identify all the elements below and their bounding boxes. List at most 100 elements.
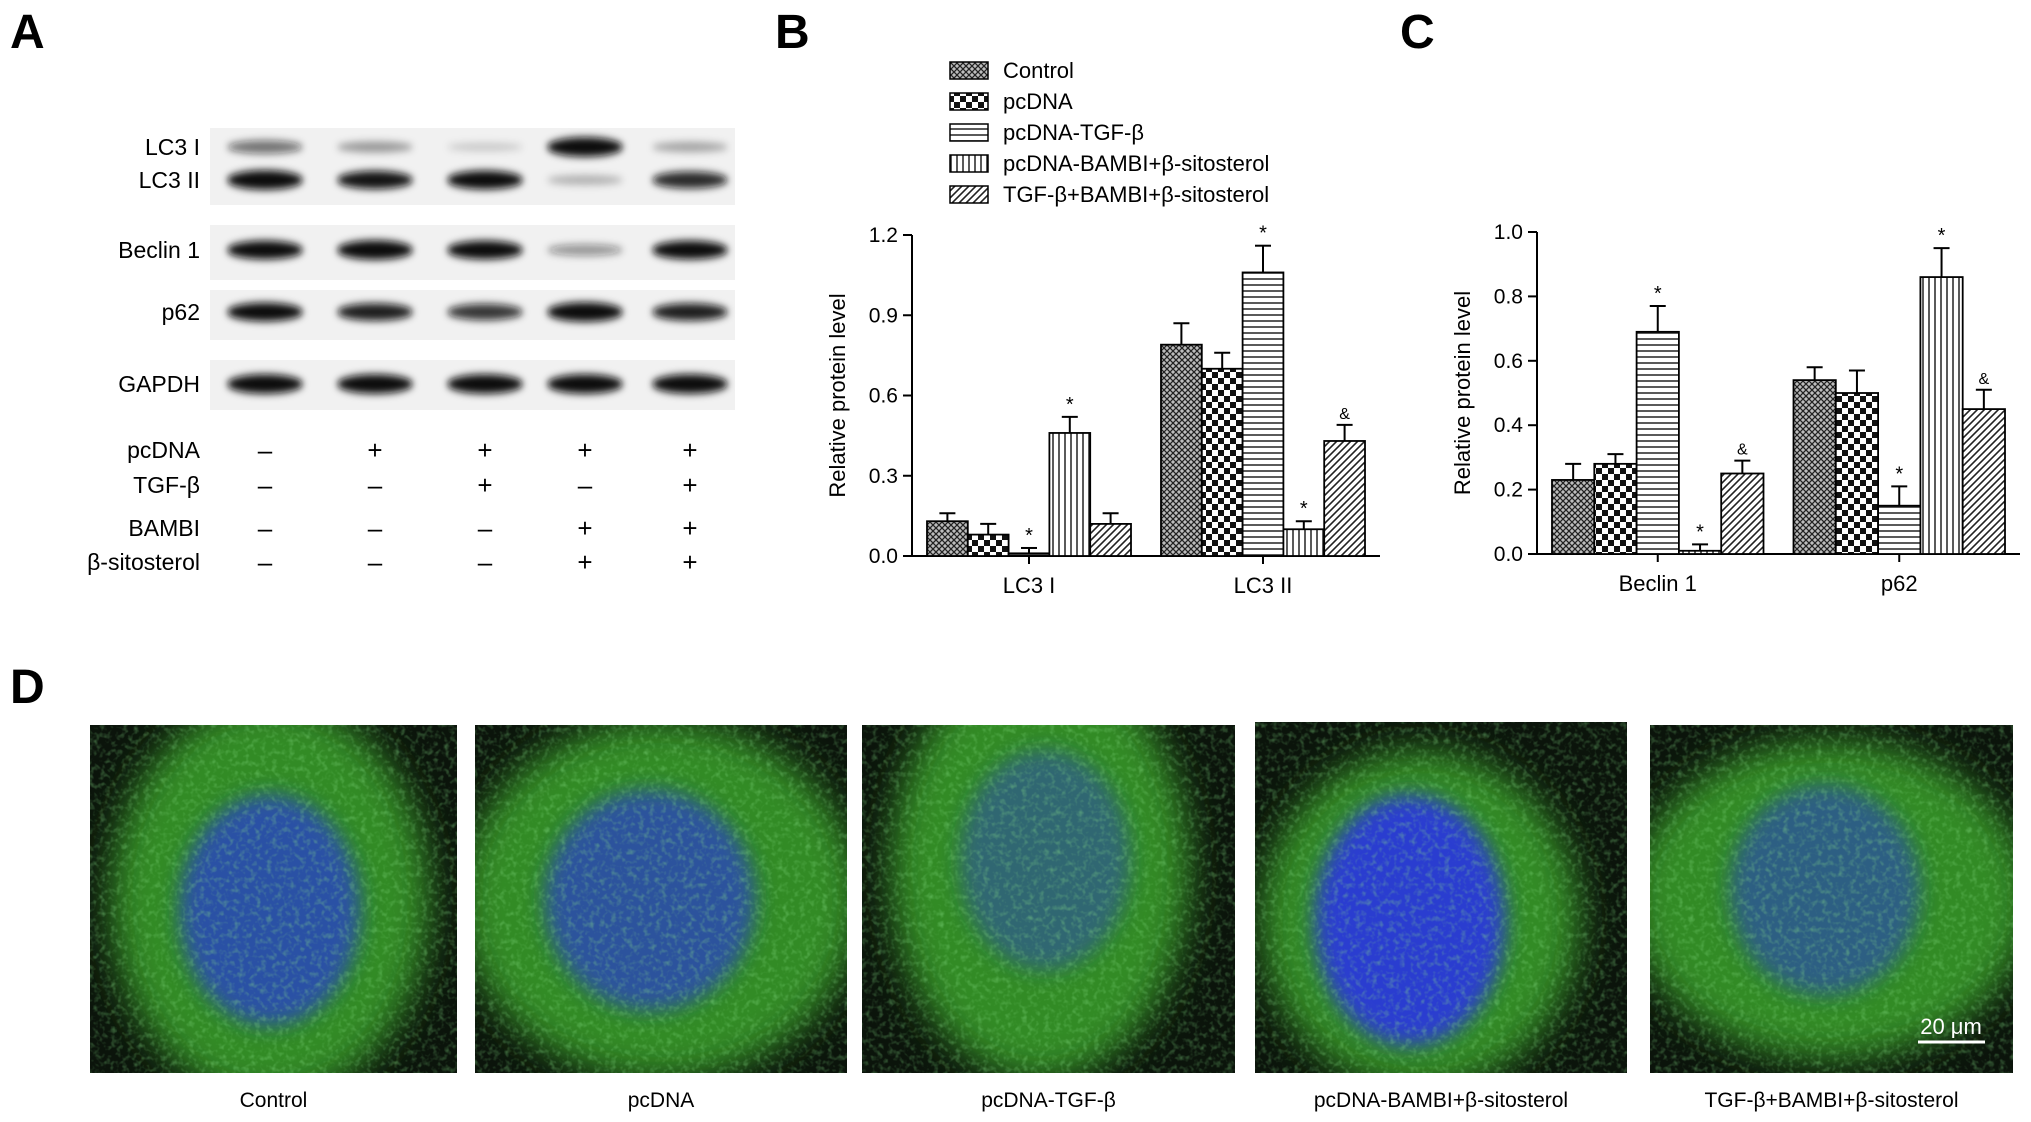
blot-band: [337, 240, 413, 260]
legend-label: TGF-β+BAMBI+β-sitosterol: [1003, 182, 1269, 207]
y-axis-label: Relative protein level: [1450, 291, 1475, 495]
condition-sign: +: [682, 513, 697, 543]
condition-sign: –: [578, 470, 593, 500]
significance-mark: &: [1979, 371, 1990, 388]
condition-sign: +: [367, 435, 382, 465]
bar: [1961, 408, 2006, 555]
condition-sign: +: [577, 435, 592, 465]
condition-sign: +: [682, 547, 697, 577]
micrograph: [862, 725, 1235, 1073]
significance-mark: *: [1654, 283, 1662, 305]
micrograph-row: Control pcDNA pcDNA-TGF-β pcDNA-BAMBI+β-sit…: [90, 722, 2013, 1112]
y-tick-label: 0.9: [869, 304, 898, 327]
speckle-texture: [475, 725, 847, 1073]
condition-sign: –: [258, 435, 273, 465]
condition-sign: –: [368, 513, 383, 543]
micrograph: [1650, 725, 2013, 1073]
legend: Control pcDNA pcDNA-TGF-β pcDNA-BAMBI+β-sit…: [949, 58, 1269, 207]
y-tick-label: 0.3: [869, 465, 898, 488]
condition-sign: –: [258, 470, 273, 500]
blot-band: [227, 140, 303, 154]
y-tick-label: 0.6: [869, 385, 898, 408]
blot-band: [652, 374, 728, 394]
bar: [1323, 440, 1366, 557]
condition-label: pcDNA: [127, 437, 201, 463]
y-tick-label: 1.0: [1494, 221, 1523, 244]
condition-sign: +: [477, 470, 492, 500]
micrograph-caption: pcDNA: [628, 1089, 695, 1112]
bar: [926, 520, 969, 557]
blot-strip: [210, 128, 735, 205]
x-tick-label: Beclin 1: [1619, 571, 1697, 596]
condition-sign: +: [682, 470, 697, 500]
micrograph-image: [475, 725, 847, 1073]
chart-lc3: 0.0 0.3 0.6 0.9 1.2 Relative protein level LC3…: [825, 223, 1380, 598]
legend-label: pcDNA: [1003, 89, 1073, 114]
condition-sign: +: [577, 513, 592, 543]
condition-sign: +: [682, 435, 697, 465]
condition-label: β-sitosterol: [87, 549, 200, 575]
blot-band: [547, 244, 623, 256]
bar: [1635, 330, 1680, 555]
significance-mark: *: [1938, 225, 1946, 247]
micrograph-image: [1255, 722, 1627, 1073]
significance-mark: *: [1696, 521, 1704, 543]
y-tick-label: 0.6: [1494, 350, 1523, 373]
bar: [966, 533, 1010, 557]
bar: [1877, 504, 1922, 555]
blot-band: [337, 303, 413, 321]
bar: [1089, 523, 1132, 557]
speckle-texture: [1650, 725, 2013, 1073]
x-tick-label: LC3 I: [1003, 573, 1056, 598]
bar: [1160, 343, 1203, 557]
micrograph: [475, 725, 847, 1073]
micrograph-image: [1650, 725, 2013, 1073]
bar: [1678, 549, 1723, 555]
band-label: LC3 II: [139, 167, 200, 193]
bar: [1282, 528, 1326, 557]
speckle-texture: [862, 725, 1235, 1073]
speckle-texture: [90, 725, 457, 1073]
condition-label: TGF-β: [133, 472, 200, 498]
western-blot: LC3 I LC3 II Beclin 1 p62 GAPDH pcDNA – + + + + TGF…: [87, 128, 735, 577]
significance-mark: &: [1339, 406, 1350, 423]
condition-sign: –: [258, 547, 273, 577]
y-tick-label: 0.4: [1494, 414, 1524, 437]
legend-swatch: [949, 61, 989, 80]
significance-mark: *: [1300, 498, 1308, 520]
legend-label: pcDNA-BAMBI+β-sitosterol: [1003, 151, 1269, 176]
condition-label: BAMBI: [128, 515, 200, 541]
band-label: p62: [162, 299, 200, 325]
micrograph-caption: Control: [240, 1089, 308, 1112]
condition-sign: –: [478, 513, 493, 543]
bar: [1792, 379, 1837, 555]
condition-sign: +: [577, 547, 592, 577]
legend-swatch: [949, 123, 989, 142]
micrograph: [1255, 722, 1627, 1073]
blot-band: [227, 302, 303, 322]
micrograph-caption: TGF-β+BAMBI+β-sitosterol: [1704, 1089, 1958, 1112]
micrograph: [90, 725, 457, 1073]
blot-band: [227, 240, 303, 260]
blot-band: [547, 302, 623, 322]
y-tick-label: 0.8: [1494, 285, 1523, 308]
significance-mark: *: [1066, 394, 1074, 416]
y-tick-label: 0.0: [1494, 543, 1523, 566]
band-label: LC3 I: [145, 134, 200, 160]
blot-band: [337, 170, 413, 190]
legend-swatch: [949, 92, 989, 111]
panel-letter-b: B: [775, 6, 810, 59]
bar: [1919, 276, 1964, 555]
chart-beclin-p62: 0.0 0.2 0.4 0.6 0.8 1.0 Relative protein level…: [1450, 221, 2020, 596]
blot-band: [652, 141, 728, 153]
blot-band: [337, 374, 413, 394]
significance-mark: &: [1737, 442, 1748, 459]
condition-sign: –: [478, 547, 493, 577]
bar: [1200, 367, 1244, 557]
scale-bar-label: 20 μm: [1920, 1014, 1982, 1039]
significance-mark: *: [1895, 463, 1903, 485]
y-axis-label: Relative protein level: [825, 293, 850, 497]
blot-band: [547, 137, 623, 157]
bar: [1048, 432, 1092, 557]
